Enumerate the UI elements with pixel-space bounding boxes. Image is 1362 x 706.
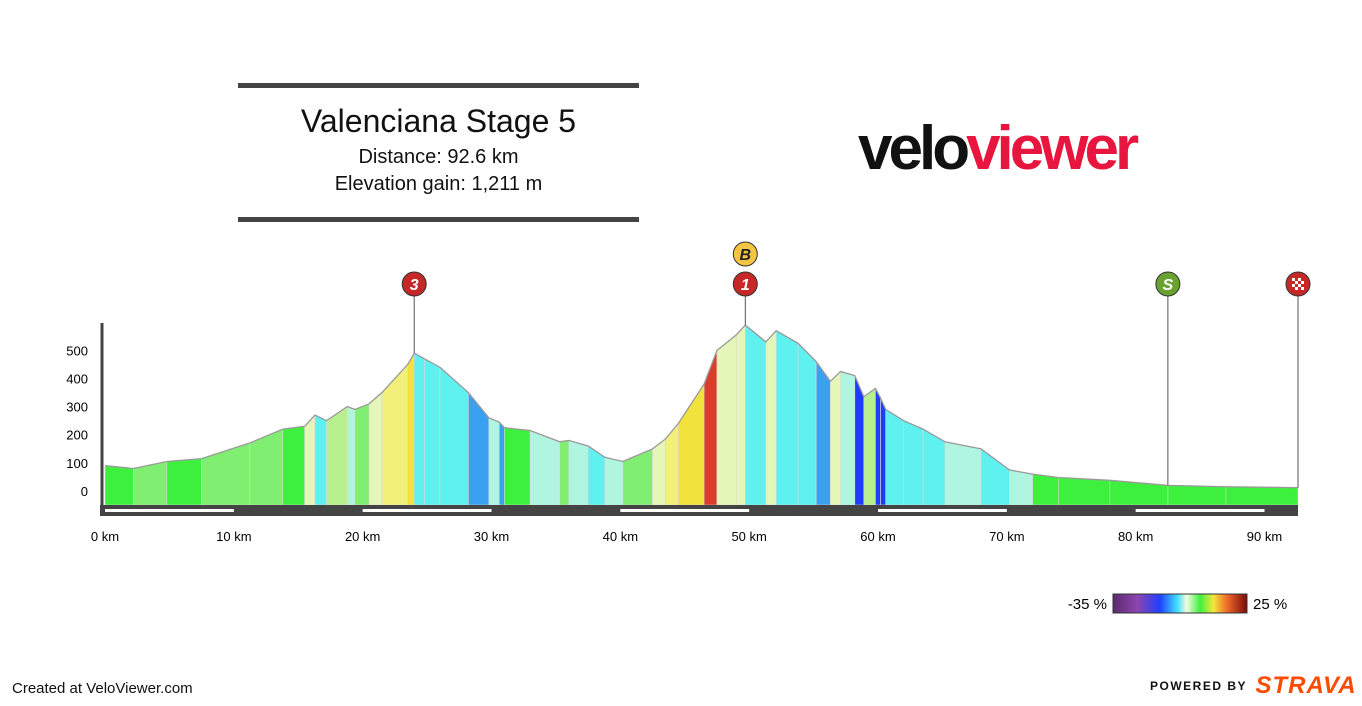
finish-flag-check — [1292, 284, 1295, 287]
profile-segment — [604, 456, 624, 506]
profile-segment — [529, 430, 561, 506]
x-tick-label: 40 km — [603, 529, 638, 544]
x-tick-label: 0 km — [91, 529, 119, 544]
powered-by-strava: POWERED BY STRAVA — [1150, 672, 1357, 700]
profile-segment — [1032, 473, 1059, 506]
profile-segment — [863, 387, 876, 506]
gradient-color-bar — [1112, 593, 1248, 614]
profile-segment — [498, 421, 505, 506]
profile-segment — [745, 324, 767, 506]
y-tick-label: 100 — [66, 456, 88, 471]
profile-segment — [407, 352, 415, 506]
finish-flag-check — [1292, 278, 1295, 281]
x-tick-label: 70 km — [989, 529, 1024, 544]
logo-viewer: viewer — [966, 114, 1139, 183]
finish-flag-check — [1298, 284, 1301, 287]
profile-segment — [1225, 486, 1299, 506]
profile-segment — [980, 448, 1010, 506]
profile-segment — [314, 414, 327, 506]
finish-flag-check — [1301, 281, 1304, 284]
x-tick-label: 20 km — [345, 529, 380, 544]
profile-segment — [559, 440, 570, 506]
y-tick-label: 400 — [66, 371, 88, 386]
distance-text: Distance: 92.6 km — [358, 146, 519, 168]
x-tick-label: 80 km — [1118, 529, 1153, 544]
profile-segment — [652, 438, 666, 506]
x-tick-label: 60 km — [860, 529, 895, 544]
sprint-marker — [1155, 271, 1181, 297]
profile-segment — [830, 370, 841, 506]
climb-marker — [401, 271, 427, 297]
finish-flag-check — [1295, 287, 1298, 290]
profile-segment — [880, 398, 887, 506]
gradient-max-label: 25 % — [1253, 596, 1287, 613]
profile-segment — [678, 383, 705, 506]
profile-segment — [815, 360, 831, 506]
profile-segment — [504, 427, 531, 506]
profile-segment — [304, 414, 316, 506]
profile-segment — [885, 408, 905, 506]
profile-segment — [346, 406, 356, 506]
powered-by-label: POWERED BY — [1150, 679, 1248, 693]
y-tick-label: 500 — [66, 343, 88, 358]
gradient-min-label: -35 % — [1068, 596, 1107, 613]
profile-segment — [703, 350, 718, 506]
profile-segment — [622, 448, 653, 506]
climb-marker-label: 1 — [741, 277, 750, 294]
title-bottom-rule — [238, 217, 639, 222]
profile-segment — [381, 363, 409, 506]
elevation-gain-text: Elevation gain: 1,211 m — [334, 173, 543, 195]
finish-flag-check — [1295, 281, 1298, 284]
profile-segment — [104, 465, 134, 506]
profile-segment — [326, 406, 348, 506]
bonus-marker-label: B — [740, 247, 752, 264]
profile-segment — [797, 342, 817, 506]
veloviewer-logo: veloviewer — [858, 118, 1139, 180]
profile-segment — [944, 441, 982, 506]
profile-segment — [840, 371, 856, 506]
page-title: Valenciana Stage 5 — [300, 103, 577, 139]
profile-segment — [201, 442, 250, 506]
profile-segment — [775, 330, 799, 506]
profile-segment — [282, 425, 305, 506]
profile-segment — [568, 439, 589, 506]
x-tick-label: 90 km — [1247, 529, 1282, 544]
profile-outline — [104, 324, 1299, 489]
title-box: Valenciana Stage 5 Distance: 92.6 km Ele… — [238, 83, 639, 222]
climb-marker-label: 3 — [410, 277, 419, 294]
profile-segment — [488, 417, 500, 506]
x-tick-label: 10 km — [216, 529, 251, 544]
logo-velo: velo — [858, 114, 970, 183]
profile-segment — [413, 352, 425, 506]
profile-segment — [1058, 477, 1111, 506]
profile-segment — [765, 329, 777, 506]
sprint-marker-label: S — [1163, 277, 1174, 294]
bonus-marker — [732, 241, 758, 267]
x-tick-label: 50 km — [731, 529, 766, 544]
profile-segment — [875, 388, 881, 506]
finish-flag-check — [1301, 287, 1304, 290]
profile-segment — [1009, 469, 1033, 506]
y-tick-label: 300 — [66, 400, 88, 415]
profile-segment — [354, 403, 370, 506]
profile-segment — [424, 358, 441, 506]
profile-segment — [716, 334, 737, 506]
strava-logo: STRAVA — [1255, 672, 1357, 699]
profile-segment — [368, 391, 383, 506]
profile-segment — [468, 391, 490, 506]
climb-marker — [732, 271, 758, 297]
profile-segment — [903, 420, 924, 506]
x-tick-label: 30 km — [474, 529, 509, 544]
created-at-text: Created at VeloViewer.com — [12, 680, 193, 697]
profile-segment — [735, 324, 746, 506]
profile-segment — [1167, 485, 1227, 506]
profile-segment — [166, 458, 202, 506]
title-top-rule — [238, 83, 639, 88]
y-tick-label: 200 — [66, 428, 88, 443]
finish-flag-check — [1298, 278, 1301, 281]
y-tick-label: 0 — [81, 484, 88, 499]
